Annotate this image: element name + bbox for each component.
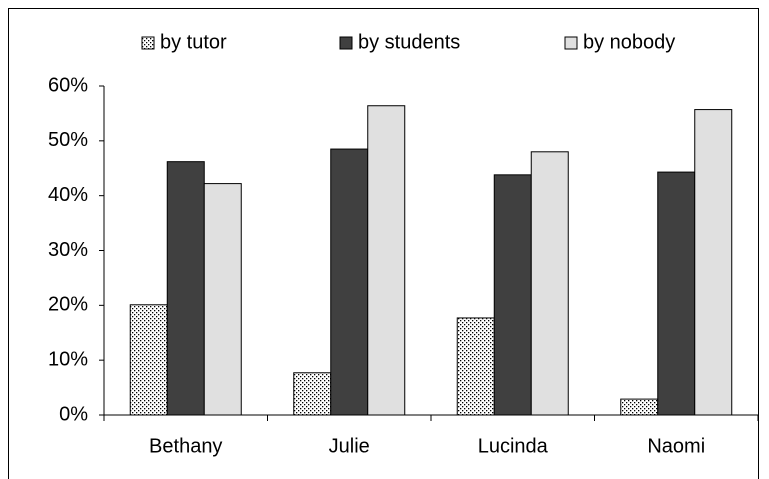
- y-tick-label: 60%: [48, 74, 88, 96]
- y-tick-label: 10%: [48, 348, 88, 370]
- bar: [166, 161, 205, 416]
- bar: [620, 398, 659, 416]
- x-tick-label: Julie: [329, 435, 370, 457]
- y-tick-label: 0%: [59, 403, 88, 425]
- legend-label: by students: [358, 31, 460, 53]
- bar: [330, 148, 369, 416]
- bar: [657, 171, 696, 416]
- x-tick-label: Naomi: [647, 435, 705, 457]
- x-tick-label: Bethany: [149, 435, 222, 457]
- bar: [694, 109, 733, 416]
- legend-swatch: [339, 36, 353, 50]
- bar: [293, 372, 332, 416]
- bar: [493, 174, 532, 416]
- bar: [367, 105, 406, 416]
- legend-label: by nobody: [583, 31, 675, 53]
- legend-swatch: [564, 36, 578, 50]
- y-tick-label: 20%: [48, 294, 88, 316]
- bar: [456, 317, 495, 416]
- legend-swatch: [141, 36, 155, 50]
- y-tick-label: 50%: [48, 129, 88, 151]
- bar: [129, 304, 168, 416]
- bar: [203, 183, 242, 416]
- x-tick-label: Lucinda: [478, 435, 549, 457]
- bar: [530, 151, 569, 416]
- legend-label: by tutor: [160, 31, 227, 53]
- y-tick-label: 40%: [48, 184, 88, 206]
- y-tick-label: 30%: [48, 239, 88, 261]
